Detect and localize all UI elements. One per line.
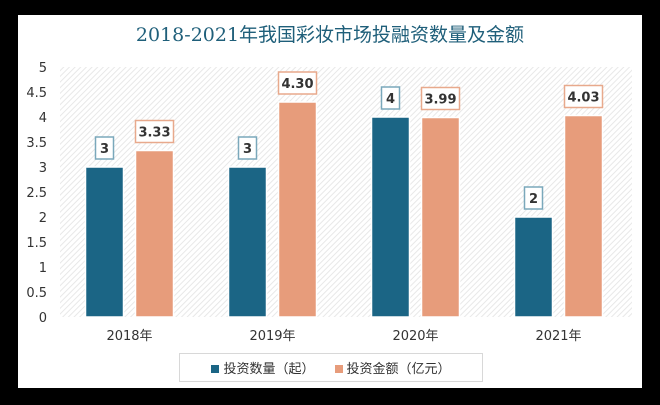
data-label-box [420,86,461,111]
y-tick-label: 2.5 [26,186,47,201]
legend-swatch [211,365,220,373]
data-label: 3.99 [424,93,456,108]
data-label-box [94,136,115,160]
data-label: 4.30 [281,77,313,92]
y-tick-label: 1.5 [26,236,47,251]
data-label: 2 [529,192,538,207]
bar [84,166,125,318]
data-label: 3 [243,142,252,157]
legend-label: 投资数量（起） [223,362,315,377]
x-tick-label: 2020年 [392,329,438,344]
bar [370,116,411,318]
x-tick-label: 2019年 [249,329,295,344]
data-label: 4.03 [567,91,599,106]
y-tick-label: 2 [39,211,47,226]
bar [563,114,604,318]
y-tick-label: 0 [39,311,47,326]
bar [227,166,268,318]
y-tick-label: 3.5 [26,136,47,151]
y-tick-label: 5 [39,61,47,76]
legend-label: 投资金额（亿元） [346,362,451,377]
legend-item-count: 投资数量（起） [211,358,315,377]
data-label-box [237,136,258,160]
data-label-box [277,71,318,95]
legend-item-amount: 投资金额（亿元） [334,358,451,377]
legend-swatch [334,365,343,373]
bar [277,101,318,318]
data-label: 4 [386,92,395,107]
y-tick-label: 0.5 [26,286,47,301]
x-tick-label: 2018年 [106,329,152,344]
x-tick-label: 2021年 [535,329,581,344]
y-tick-label: 3 [39,161,47,176]
y-tick-label: 4.5 [26,86,47,101]
data-label: 3.33 [138,126,170,141]
bar [420,116,461,318]
data-label-box [523,186,544,210]
data-label-box [380,86,401,110]
y-tick-label: 4 [39,111,47,126]
chart-title: 2018-2021年我国彩妆市场投融资数量及金额 [135,24,525,46]
data-label: 3 [100,142,109,157]
bar [513,216,554,318]
legend: 投资数量（起） 投资金额（亿元） [179,353,483,382]
y-tick-label: 1 [39,261,47,276]
bar [134,149,175,318]
data-label-box [134,119,175,144]
data-label-box [563,84,604,109]
